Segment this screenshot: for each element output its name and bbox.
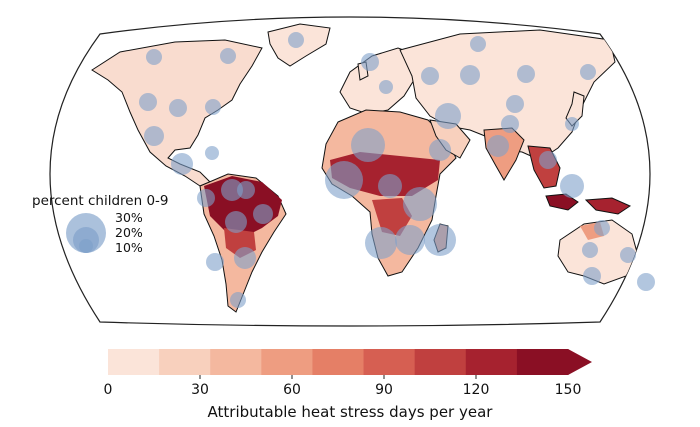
population-bubble xyxy=(221,179,243,201)
population-bubble xyxy=(429,139,451,161)
legend-label-30: 30% xyxy=(115,210,143,225)
population-bubble xyxy=(560,174,584,198)
colorbar-extend-arrow xyxy=(568,349,592,375)
population-bubble xyxy=(205,146,219,160)
population-bubble xyxy=(365,227,397,259)
population-bubble xyxy=(517,65,535,83)
colorbar-segment xyxy=(414,349,467,375)
legend-label-20: 20% xyxy=(115,225,143,240)
population-bubble xyxy=(487,135,509,157)
population-bubble xyxy=(237,181,255,199)
colorbar-tick-30: 30 xyxy=(191,382,209,398)
population-bubble xyxy=(539,151,557,169)
legend-label-10: 10% xyxy=(115,240,143,255)
population-bubble xyxy=(403,187,437,221)
population-bubble xyxy=(146,49,162,65)
population-bubble xyxy=(470,36,486,52)
population-bubble xyxy=(582,242,598,258)
population-bubble xyxy=(594,220,610,236)
population-bubble xyxy=(379,80,393,94)
population-bubble xyxy=(583,267,601,285)
colorbar-segment xyxy=(363,349,416,375)
population-bubble xyxy=(230,292,246,308)
colorbar-segment xyxy=(516,349,569,375)
population-bubble xyxy=(325,161,363,199)
colorbar-label: Attributable heat stress days per year xyxy=(207,403,493,421)
population-bubble xyxy=(288,32,304,48)
indonesia xyxy=(545,193,579,211)
colorbar-tick-0: 0 xyxy=(103,382,113,398)
colorbar-tick-90: 90 xyxy=(375,382,393,398)
world-map xyxy=(49,16,668,327)
new-zealand xyxy=(654,282,668,302)
population-bubble xyxy=(506,95,524,113)
population-bubble xyxy=(253,204,273,224)
colorbar-segment xyxy=(108,349,160,375)
population-bubble xyxy=(351,128,385,162)
colorbar-segment xyxy=(465,349,518,375)
population-bubble xyxy=(220,48,236,64)
population-bubble xyxy=(565,117,579,131)
population-bubble xyxy=(206,253,224,271)
population-bubble xyxy=(637,273,655,291)
central-africa-heat-zone xyxy=(372,198,412,236)
legend-title: percent children 0-9 xyxy=(32,193,169,209)
colorbar-tick-150: 150 xyxy=(554,382,582,398)
population-bubble xyxy=(424,224,456,256)
population-bubble xyxy=(205,99,221,115)
population-bubble xyxy=(197,189,215,207)
population-bubble xyxy=(580,64,596,80)
colorbar xyxy=(108,349,592,379)
population-bubble xyxy=(225,211,247,233)
colorbar-segment xyxy=(210,349,262,375)
population-bubble xyxy=(395,225,425,255)
child-population-bubbles xyxy=(139,32,655,308)
new-guinea xyxy=(584,197,632,215)
population-bubble xyxy=(144,126,164,146)
colorbar-tick-60: 60 xyxy=(283,382,301,398)
population-bubble xyxy=(501,115,519,133)
colorbar-tick-120: 120 xyxy=(462,382,490,398)
population-bubble xyxy=(421,67,439,85)
colorbar-segment xyxy=(159,349,211,375)
population-bubble xyxy=(139,93,157,111)
population-bubble xyxy=(620,247,636,263)
population-bubble xyxy=(234,247,256,269)
population-bubble xyxy=(169,99,187,117)
legend-bubble-10 xyxy=(79,239,93,253)
population-bubble xyxy=(378,174,402,198)
population-bubble xyxy=(435,103,461,129)
population-bubble xyxy=(460,65,480,85)
size-legend xyxy=(66,213,106,253)
colorbar-segment xyxy=(261,349,313,375)
population-bubble xyxy=(171,153,193,175)
population-bubble xyxy=(361,53,379,71)
colorbar-segment xyxy=(312,349,365,375)
